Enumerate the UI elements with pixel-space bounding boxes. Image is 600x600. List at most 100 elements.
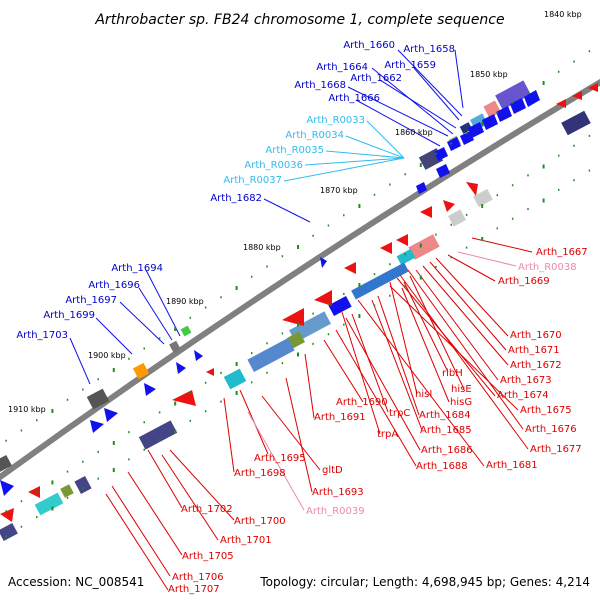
gene-label: Arth_1699 xyxy=(43,310,95,321)
tick-dot xyxy=(389,263,391,266)
tick-dot xyxy=(204,306,207,309)
gene-label: Arth_1696 xyxy=(88,280,140,291)
gene-arrow xyxy=(344,262,356,274)
gene-arrow xyxy=(206,368,214,376)
gene-feature xyxy=(495,80,531,110)
gene-arrow xyxy=(468,122,484,138)
gene-label: Arth_1697 xyxy=(65,295,117,306)
tick-dot xyxy=(450,142,452,145)
gene-feature xyxy=(86,388,110,410)
tick-dot xyxy=(158,337,161,340)
kbp-label: 1840 kbp xyxy=(544,10,582,19)
tick-dot xyxy=(220,371,222,374)
reverse-rna-leader-lines xyxy=(247,251,517,511)
gene-arrow xyxy=(194,350,203,361)
tick-dot xyxy=(20,429,23,432)
tick-dot xyxy=(112,368,115,372)
tick-dot xyxy=(143,421,145,424)
tick-dot xyxy=(542,81,545,85)
tick-dot xyxy=(297,245,299,249)
gene-arrow xyxy=(496,106,512,122)
gene-arrow xyxy=(460,131,474,145)
gene-arrow xyxy=(482,114,498,130)
tick-dot xyxy=(20,525,23,528)
tick-dot xyxy=(542,164,545,169)
tick-dot xyxy=(389,183,391,186)
tick-dot xyxy=(250,381,253,384)
tick-dot xyxy=(66,496,69,499)
tick-dot xyxy=(588,169,591,172)
chromosome-backbone xyxy=(0,78,600,481)
gene-label: Arth_1690 xyxy=(336,397,388,408)
forward-rna-leader-lines xyxy=(283,120,405,182)
gene-label: Arth_1702 xyxy=(181,504,233,515)
gene-label: Arth_1668 xyxy=(294,80,346,91)
tick-dot xyxy=(297,322,299,327)
tick-dot xyxy=(82,460,84,463)
gene-label: Arth_R0039 xyxy=(306,506,365,517)
tick-dot xyxy=(496,227,499,230)
kbp-label: 1890 kbp xyxy=(166,297,204,306)
gene-label: Arth_R0036 xyxy=(244,160,303,171)
tick-dot xyxy=(250,275,253,278)
gene-label: Arth_1662 xyxy=(350,73,402,84)
tick-dot xyxy=(128,431,130,434)
kbp-label: 1900 kbp xyxy=(88,351,126,360)
gene-arrow xyxy=(443,200,455,212)
tick-dot xyxy=(496,111,499,114)
tick-dot xyxy=(373,273,376,276)
tick-dot xyxy=(36,419,38,422)
gene-label: Arth_R0038 xyxy=(518,262,577,273)
forward-gene-labels: Arth_1660 Arth_1658 Arth_1664 Arth_1659 … xyxy=(16,40,455,341)
kbp-marks: 1840 kbp 1850 kbp 1860 kbp 1870 kbp 1880… xyxy=(8,10,582,414)
gene-arrow xyxy=(380,242,392,254)
gene-label: Arth_1658 xyxy=(403,44,455,55)
tick-dot xyxy=(511,184,514,187)
tick-dot xyxy=(327,333,330,336)
tick-dot xyxy=(358,283,361,287)
tick-dot xyxy=(465,213,468,216)
gene-feature xyxy=(223,368,247,390)
tick-dot xyxy=(158,411,161,414)
gene-arrow xyxy=(0,480,14,496)
gene-feature xyxy=(169,340,181,354)
tick-dot xyxy=(97,378,99,381)
tick-dot xyxy=(235,391,238,395)
gene-label: Arth_1695 xyxy=(254,453,306,464)
tick-dot xyxy=(312,342,314,345)
forward-strand-track xyxy=(0,80,591,474)
gene-arrow xyxy=(416,182,427,194)
gene-feature xyxy=(473,188,493,208)
tick-dot xyxy=(527,174,529,177)
tick-dot xyxy=(358,314,361,318)
tick-dot xyxy=(66,470,69,473)
gene-arrow xyxy=(556,99,566,108)
gene-label: Arth_1707 xyxy=(168,584,220,595)
kbp-label: 1860 kbp xyxy=(395,128,433,137)
tick-dot xyxy=(20,500,23,503)
tick-dot xyxy=(481,204,484,208)
gene-feature xyxy=(60,484,74,498)
gene-feature xyxy=(247,338,295,372)
tick-dot xyxy=(573,60,575,63)
gene-feature xyxy=(180,325,192,337)
forward-rna-labels: Arth_R0033 Arth_R0034 Arth_R0035 Arth_R0… xyxy=(223,115,365,186)
tick-dot xyxy=(465,132,468,135)
tick-dot xyxy=(435,233,437,236)
gene-arrow xyxy=(0,508,14,522)
gene-feature xyxy=(287,331,305,349)
tick-dot xyxy=(128,458,130,461)
tick-dot xyxy=(343,214,345,217)
gene-arrow xyxy=(524,90,540,107)
tick-dot xyxy=(5,439,7,442)
tick-dot xyxy=(450,223,452,226)
tick-dot xyxy=(527,91,529,94)
tick-dot xyxy=(36,490,38,493)
tick-dot xyxy=(66,398,69,401)
tick-dot xyxy=(588,50,591,53)
gene-arrow xyxy=(314,290,332,306)
tick-dot xyxy=(358,204,361,208)
kbp-label: 1870 kbp xyxy=(320,186,358,195)
tick-dot xyxy=(511,217,514,220)
